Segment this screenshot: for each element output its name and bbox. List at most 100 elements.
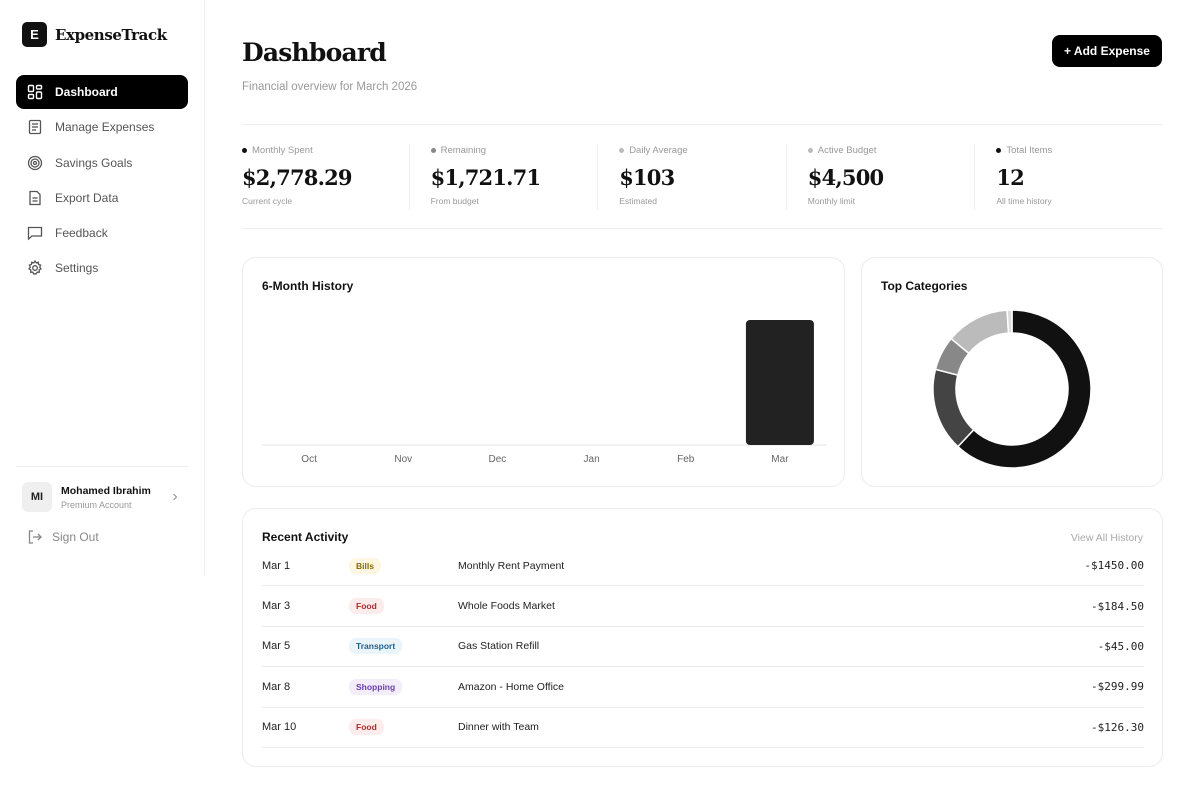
sign-out-button[interactable]: Sign Out [27,529,99,545]
stat-value: 12 [996,165,1024,190]
sidebar-item-savings-goals[interactable]: Savings Goals [16,146,188,180]
user-role: Premium Account [61,499,132,510]
sign-out-label: Sign Out [52,530,99,544]
row-amount: -$299.99 [1091,680,1144,694]
row-description: Gas Station Refill [458,640,540,653]
stat-label: Total Items [1006,145,1053,156]
stat-label-wrap: Monthly Spent [242,145,409,156]
sidebar: E ExpenseTrack Dashboard Manage Expenses… [0,0,205,575]
table-row[interactable]: Mar 1 Bills Monthly Rent Payment -$1450.… [262,546,1144,587]
row-date: Mar 8 [262,680,291,693]
stat-value: $1,721.71 [430,165,542,190]
stat-dot [807,148,813,153]
history-title: 6-Month History [262,279,354,293]
stat-label-wrap: Active Budget [807,145,975,156]
stat-value: $2,778.29 [242,165,353,190]
stat-label: Active Budget [817,145,877,156]
stat-note: Monthly limit [807,196,856,206]
stat-dot [242,148,247,153]
sidebar-item-dashboard[interactable]: Dashboard [16,75,188,109]
stat-dot [430,148,436,153]
donut-slice-0[interactable] [956,309,1092,469]
categories-donut-chart [932,309,1092,469]
stat-active-budget: Active Budget $4,500 Monthly limit [785,125,975,228]
page-subtitle: Financial overview for March 2026 [242,81,418,93]
sidebar-item-feedback[interactable]: Feedback [16,216,188,250]
stats-row: Monthly Spent $2,778.29 Current cycle Re… [242,124,1163,229]
recent-activity-card: Recent Activity View All History Mar 1 B… [242,508,1163,767]
avatar: MI [22,482,52,512]
x-tick-label: Dec [489,454,507,465]
table-row[interactable]: Mar 5 Transport Gas Station Refill -$45.… [262,627,1144,668]
stat-remaining: Remaining $1,721.71 From budget [408,125,598,228]
row-description: Dinner with Team [458,721,539,734]
x-tick-label: Feb [677,454,695,465]
stat-label: Monthly Spent [252,145,313,156]
sidebar-item-label: Savings Goals [55,155,133,170]
logout-icon [28,530,42,544]
row-date: Mar 1 [262,559,291,572]
activity-title: Recent Activity [262,530,349,544]
stat-note: Estimated [619,196,657,206]
user-profile[interactable]: MI Mohamed Ibrahim Premium Account [22,482,188,512]
stat-dot [619,148,625,153]
x-tick-label: Nov [394,454,412,465]
brand[interactable]: E ExpenseTrack [22,22,167,47]
category-badge: Shopping [349,678,403,695]
table-row[interactable]: Mar 3 Food Whole Foods Market -$184.50 [262,586,1144,627]
view-all-history-link[interactable]: View All History [1070,532,1143,544]
sidebar-item-label: Export Data [55,190,119,205]
stat-monthly-spent: Monthly Spent $2,778.29 Current cycle [242,125,409,228]
category-badge: Food [349,598,384,615]
x-tick-label: Mar [771,454,789,465]
table-row[interactable]: Mar 10 Food Dinner with Team -$126.30 [262,708,1144,748]
stat-dot [996,148,1002,153]
sidebar-item-label: Manage Expenses [55,120,155,135]
row-date: Mar 3 [262,600,291,613]
stat-label-wrap: Remaining [430,145,598,156]
row-description: Whole Foods Market [458,600,555,613]
gear-icon [28,260,42,276]
sidebar-item-settings[interactable]: Settings [16,251,188,285]
stat-total-items: Total Items 12 All time history [974,125,1163,228]
stat-value: $4,500 [807,165,884,190]
user-name: Mohamed Ibrahim [61,484,151,497]
history-bar-chart: Oct Nov Dec Jan Feb Mar [262,320,827,465]
donut-slice-1[interactable] [932,368,975,448]
file-icon [29,190,41,206]
brand-name: ExpenseTrack [55,25,167,44]
brand-logo: E [22,22,47,47]
row-description: Monthly Rent Payment [458,559,565,572]
add-expense-button[interactable]: + Add Expense [1052,35,1162,67]
stat-label: Daily Average [629,145,688,156]
sidebar-item-label: Settings [55,261,99,276]
x-tick-label: Jan [584,454,600,465]
stat-note: Current cycle [242,196,293,206]
row-date: Mar 5 [262,640,291,653]
table-row[interactable]: Mar 8 Shopping Amazon - Home Office -$29… [262,667,1144,708]
activity-list: Mar 1 Bills Monthly Rent Payment -$1450.… [262,546,1144,748]
row-amount: -$1450.00 [1084,559,1144,573]
donut-slice-4[interactable] [1006,309,1013,334]
sidebar-item-manage-expenses[interactable]: Manage Expenses [16,110,188,144]
sidebar-nav: Dashboard Manage Expenses Savings Goals … [16,75,188,287]
history-card: 6-Month History Oct Nov Dec Jan Feb Mar [242,257,845,487]
row-amount: -$126.30 [1091,720,1144,734]
stat-note: All time history [996,196,1052,206]
receipt-icon [28,120,42,135]
page-title: Dashboard [242,38,387,67]
stat-note: From budget [430,196,479,206]
sidebar-item-label: Feedback [55,226,108,241]
sidebar-item-export-data[interactable]: Export Data [16,181,188,215]
row-amount: -$45.00 [1097,639,1144,653]
row-description: Amazon - Home Office [458,680,565,693]
chevron-right-icon [173,493,178,501]
grid-icon [27,84,43,100]
x-tick-label: Oct [301,454,317,465]
target-icon [27,155,43,170]
bar-mar[interactable] [745,320,814,445]
stat-label: Remaining [440,145,487,156]
sidebar-divider [16,466,188,467]
row-date: Mar 10 [262,721,297,734]
message-icon [27,227,43,241]
